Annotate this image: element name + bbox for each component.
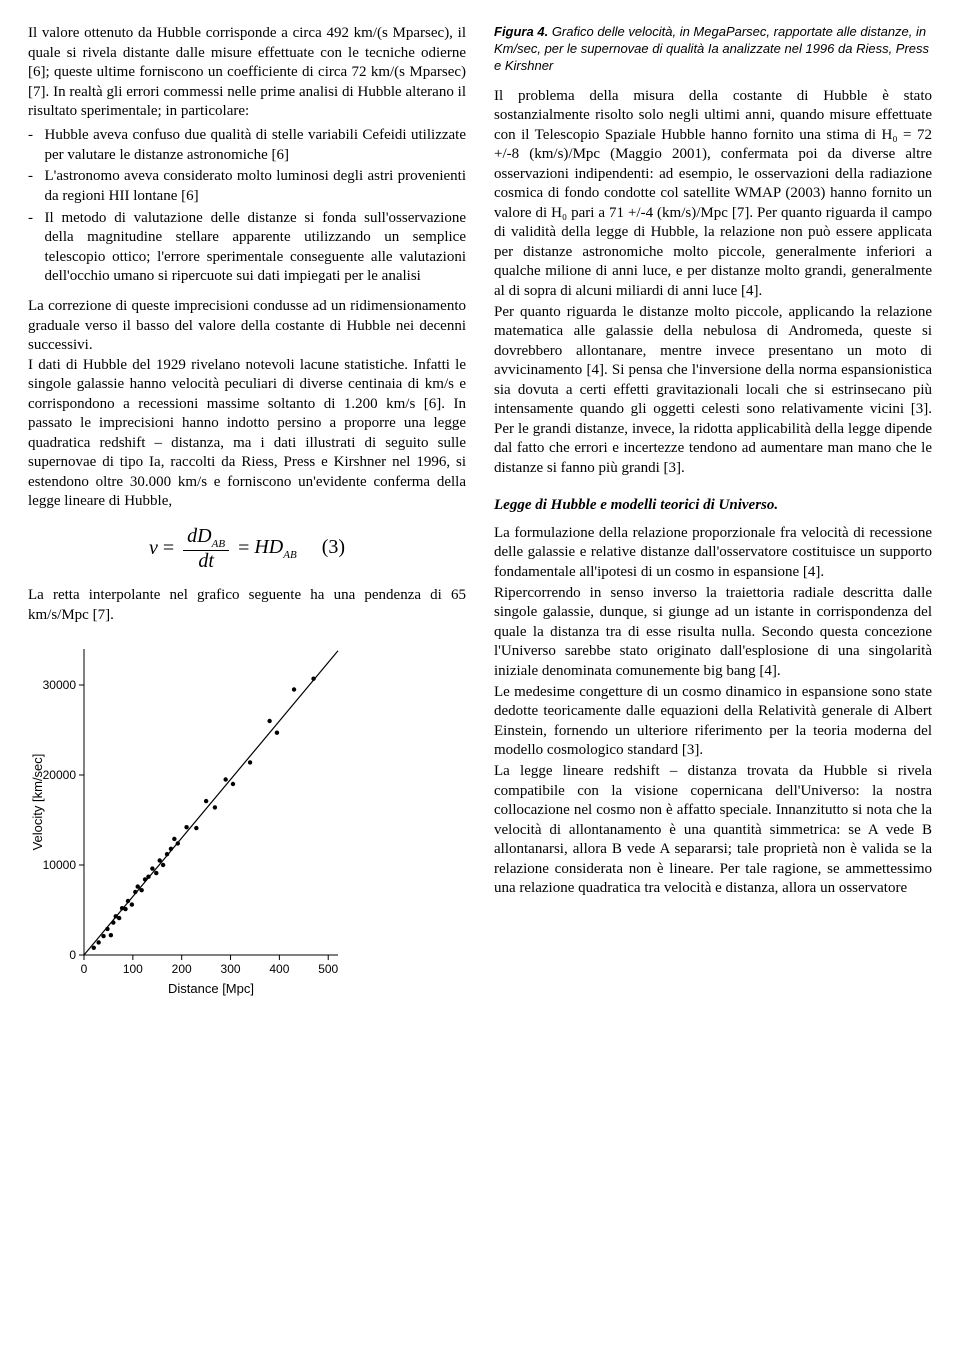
right-para-3: La formulazione della relazione proporzi… [494,524,932,583]
svg-text:30000: 30000 [43,678,77,692]
intro-paragraph: Il valore ottenuto da Hubble corrisponde… [28,24,466,122]
right-para-6: La legge lineare redshift – distanza tro… [494,762,932,899]
left-column: Il valore ottenuto da Hubble corrisponde… [28,24,466,1006]
right-para-2: Per quanto riguarda le distanze molto pi… [494,303,932,479]
figure-number: Figura 4. [494,24,548,39]
svg-text:400: 400 [269,962,289,976]
list-item: Hubble aveva confuso due qualità di stel… [45,126,467,165]
right-column: Figura 4. Grafico delle velocità, in Meg… [494,24,932,1006]
after-bullets-paragraph: La correzione di queste imprecisioni con… [28,297,466,512]
svg-text:0: 0 [81,962,88,976]
section-title: Legge di Hubble e modelli teorici di Uni… [494,496,932,516]
svg-text:300: 300 [221,962,241,976]
equation-3: v = dDABdt = HDAB (3) [28,526,466,573]
svg-text:200: 200 [172,962,192,976]
list-item: Il metodo di valutazione delle distanze … [45,209,467,287]
error-list: Hubble aveva confuso due qualità di stel… [28,126,466,287]
hubble-chart: 0 100 200 300 400 500 0 10000 20000 30000 Distance… [28,639,466,1006]
after-equation-paragraph: La retta interpolante nel grafico seguen… [28,586,466,625]
svg-text:Distance [Mpc]: Distance [Mpc] [168,981,254,996]
right-para-4: Ripercorrendo in senso inverso la traiet… [494,584,932,682]
figure-caption-text: Grafico delle velocità, in MegaParsec, r… [494,24,929,73]
svg-text:Velocity [km/sec]: Velocity [km/sec] [30,754,45,851]
svg-text:100: 100 [123,962,143,976]
svg-text:0: 0 [69,948,76,962]
svg-text:10000: 10000 [43,858,77,872]
right-para-1: Il problema della misura della costante … [494,87,932,302]
svg-text:500: 500 [318,962,338,976]
scatter-plot-svg: 0 100 200 300 400 500 0 10000 20000 30000 Distance… [28,639,348,999]
svg-text:20000: 20000 [43,768,77,782]
figure-caption: Figura 4. Grafico delle velocità, in Meg… [494,24,932,75]
two-column-layout: Il valore ottenuto da Hubble corrisponde… [28,24,932,1006]
right-para-5: Le medesime congetture di un cosmo dinam… [494,683,932,761]
list-item: L'astronomo aveva considerato molto lumi… [45,167,467,206]
equation-number: (3) [322,536,345,558]
